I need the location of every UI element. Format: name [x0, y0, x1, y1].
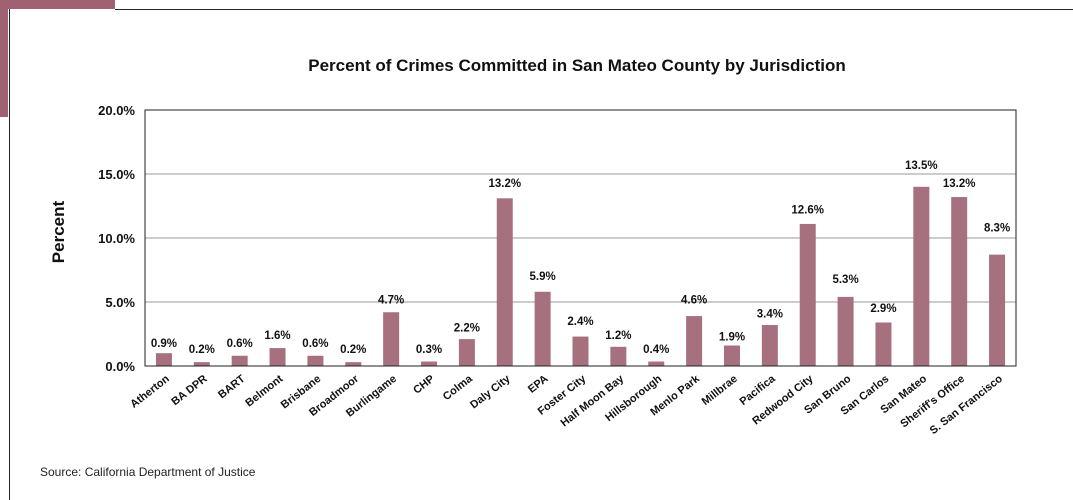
bar — [534, 291, 551, 366]
bar — [648, 361, 665, 366]
bar — [307, 355, 324, 366]
data-label: 3.4% — [757, 308, 783, 320]
bar — [458, 339, 475, 366]
source-note: Source: California Department of Justice — [40, 465, 256, 479]
data-label: 4.6% — [681, 294, 707, 306]
data-label: 2.4% — [567, 316, 593, 328]
x-tick-label: EPA — [526, 373, 551, 396]
x-tick-label: BA DPR — [169, 373, 209, 408]
x-tick-label: Half Moon Bay — [559, 372, 627, 429]
side-accent — [0, 9, 8, 117]
gridlines — [145, 173, 1016, 303]
data-label: 13.5% — [905, 160, 938, 172]
y-tick-label: 0.0% — [105, 359, 135, 374]
bar — [799, 223, 816, 366]
x-tick-label: Sheriff's Office — [898, 373, 967, 430]
bar — [496, 198, 513, 366]
plot-area-frame — [144, 109, 1017, 367]
bars — [155, 186, 1006, 366]
data-label: 0.3% — [416, 344, 442, 356]
bar — [572, 336, 589, 366]
bar — [610, 346, 627, 366]
data-label: 2.2% — [454, 322, 480, 334]
bar — [723, 345, 740, 366]
data-label: 1.2% — [605, 330, 631, 342]
bar — [345, 362, 362, 366]
bar — [231, 355, 248, 366]
bar — [686, 316, 703, 366]
y-axis-label: Percent — [49, 200, 68, 263]
x-tick-label: Colma — [441, 372, 476, 403]
bar — [837, 296, 854, 366]
bar — [989, 254, 1006, 366]
data-label: 4.7% — [378, 294, 404, 306]
data-label: 0.6% — [302, 338, 328, 350]
data-labels: 0.9% 0.2% 0.6% 1.6% 0.6% 0.2% 4.7% 0.3% 2.2% 13.2… — [151, 160, 1010, 356]
data-label: 0.2% — [340, 344, 366, 356]
data-label: 0.6% — [227, 338, 253, 350]
bar — [761, 325, 778, 366]
bar — [193, 362, 210, 366]
bar — [951, 197, 968, 366]
bar — [269, 348, 286, 366]
data-label: 5.3% — [832, 274, 858, 286]
y-tick-label: 10.0% — [98, 231, 135, 246]
data-label: 0.9% — [151, 338, 177, 350]
data-label: 0.2% — [189, 344, 215, 356]
corner-accent — [0, 0, 115, 9]
x-tick-label: Millbrae — [700, 373, 740, 408]
data-label: 1.9% — [719, 331, 745, 343]
y-tick-label: 20.0% — [98, 103, 135, 118]
x-tick-label: Daly City — [468, 372, 513, 411]
y-tick-label: 15.0% — [98, 167, 135, 182]
data-label: 2.9% — [870, 303, 896, 315]
bar — [383, 312, 400, 366]
bar — [913, 186, 930, 366]
x-tick-label: BART — [216, 373, 248, 401]
bar — [875, 322, 892, 366]
frame-top-rule — [115, 0, 1073, 10]
data-label: 8.3% — [984, 223, 1010, 235]
data-label: 12.6% — [791, 205, 824, 217]
y-tick-label: 5.0% — [105, 295, 135, 310]
bar — [155, 353, 172, 366]
data-label: 5.9% — [530, 271, 556, 283]
x-tick-label: Atherton — [128, 373, 172, 411]
x-tick-label: CHP — [411, 373, 437, 397]
bar-chart: Percent of Crimes Committed in San Mateo… — [49, 56, 1017, 437]
bar — [421, 361, 438, 366]
data-label: 0.4% — [643, 344, 669, 356]
y-tick-labels: 0.0% 5.0% 10.0% 15.0% 20.0% — [98, 103, 135, 374]
data-label: 13.2% — [943, 178, 976, 190]
chart-title: Percent of Crimes Committed in San Mateo… — [308, 56, 845, 75]
data-label: 1.6% — [264, 330, 290, 342]
data-label: 13.2% — [488, 178, 521, 190]
frame-left-rule — [0, 9, 10, 500]
